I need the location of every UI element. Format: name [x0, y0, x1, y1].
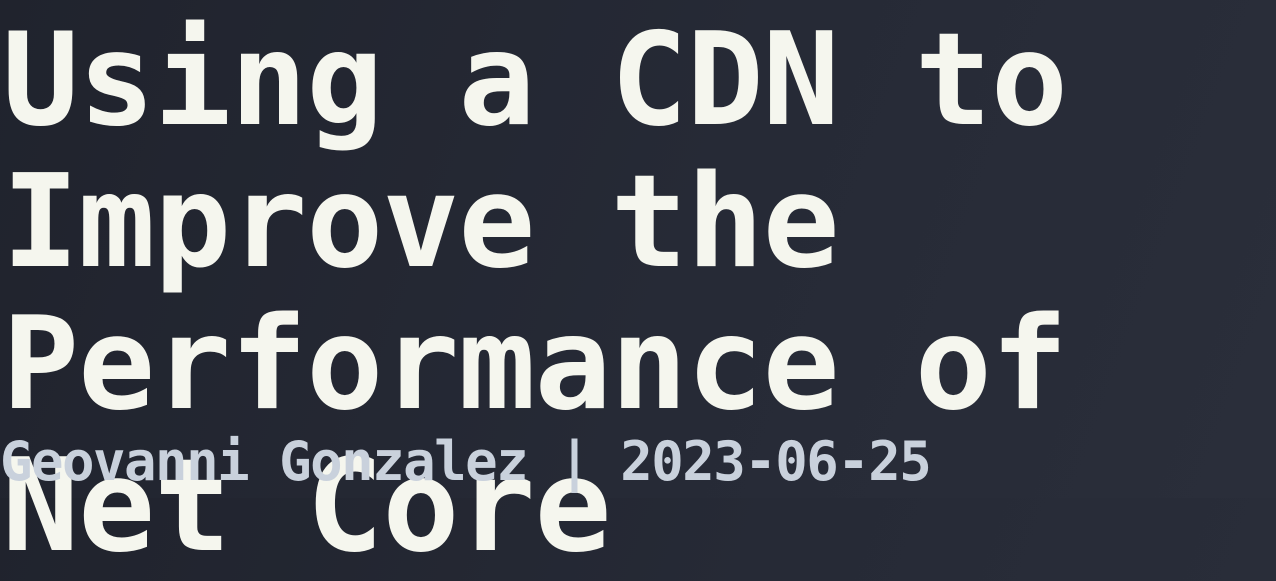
post-title-line-2: Improve the	[2, 148, 840, 297]
post-title-line-3: Performance of	[2, 290, 1068, 439]
post-byline: Geovanni Gonzalez | 2023-06-25	[0, 430, 932, 493]
post-title: Using a CDN to Improve the Performance o…	[2, 10, 1276, 578]
post-title-line-1: Using a CDN to	[2, 6, 1068, 155]
